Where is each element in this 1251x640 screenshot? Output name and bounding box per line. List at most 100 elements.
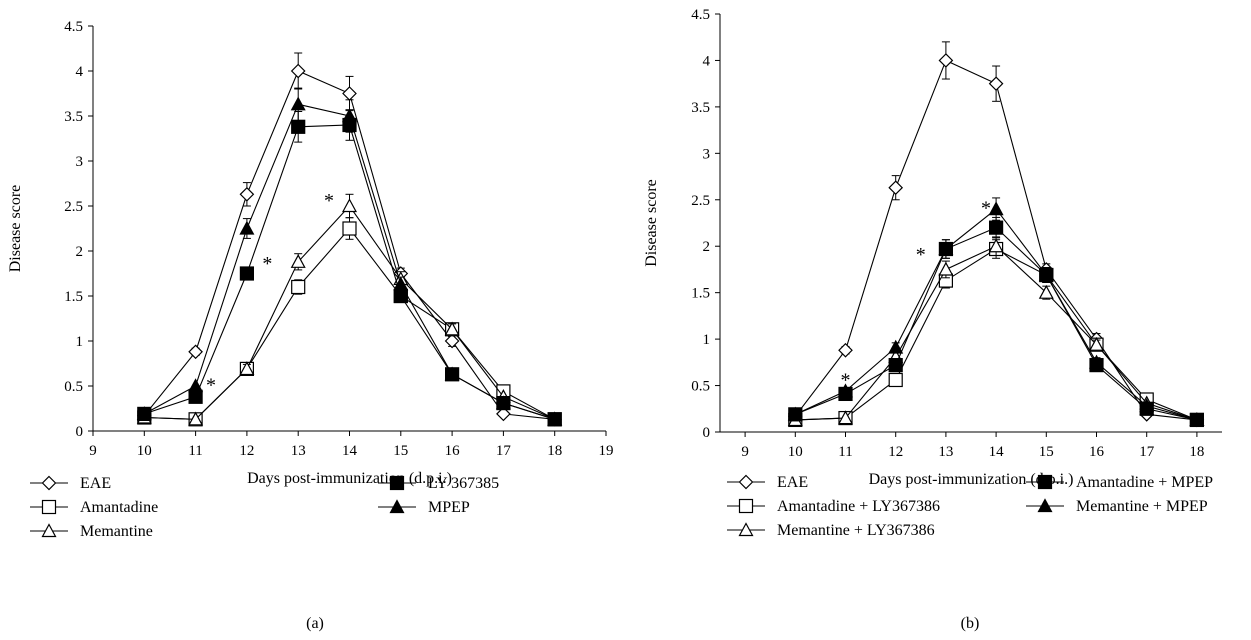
chart-1-series-4-point-shape bbox=[1038, 267, 1054, 282]
chart-0-series-2-point-shape bbox=[239, 361, 255, 376]
chart-1-series-2-point-shape bbox=[938, 261, 954, 276]
chart-0-series-4-point bbox=[188, 378, 204, 393]
chart-1-xtick-label: 18 bbox=[1189, 444, 1204, 460]
chart-0-xtick-label: 19 bbox=[599, 443, 614, 459]
chart-0-series-2-point bbox=[239, 361, 255, 376]
chart-1-significance-star: * bbox=[981, 197, 991, 219]
chart-0-ytick-label: 2.5 bbox=[64, 199, 83, 215]
chart-0-ytick-label: 4 bbox=[76, 64, 84, 80]
chart-0-series-2-point-shape bbox=[444, 321, 460, 336]
chart-1-xtick-label: 11 bbox=[838, 444, 852, 460]
chart-1-legend: EAE Amantadine + LY367386 Memantine + LY36… bbox=[727, 474, 1213, 539]
chart-1-xtick-label: 15 bbox=[1039, 444, 1054, 460]
chart-0-series-4-point bbox=[239, 220, 255, 235]
chart-0-series-4-point bbox=[290, 96, 306, 111]
chart-0-legend-marker bbox=[41, 499, 57, 515]
chart-1-panel-label: (b) bbox=[961, 615, 980, 632]
chart-0-legend-marker-shape bbox=[41, 475, 57, 491]
chart-1-xtick-label: 9 bbox=[741, 444, 749, 460]
chart-0-series-0-point bbox=[239, 186, 255, 202]
chart-0-series-4-point-shape bbox=[136, 406, 152, 421]
chart-1-series-4-point-shape bbox=[1088, 354, 1105, 369]
chart-1-series-2-point-shape bbox=[988, 238, 1004, 253]
chart-0-xtick-label: 16 bbox=[445, 443, 461, 459]
chart-0-legend-marker-shape bbox=[389, 475, 405, 491]
chart-1-series-2-point bbox=[1038, 284, 1054, 299]
chart-0-series-2-point bbox=[341, 198, 358, 213]
chart-1-ytick-label: 0 bbox=[703, 425, 711, 441]
chart-0-series-3-point-shape bbox=[239, 266, 254, 281]
chart-1-series-4-point bbox=[1038, 267, 1054, 282]
chart-1-series-4-point bbox=[1139, 398, 1155, 413]
chart-0-series-4-point-shape bbox=[239, 220, 255, 235]
chart-1-series-0-point bbox=[888, 180, 904, 196]
chart-0-series-0-point bbox=[290, 63, 306, 79]
chart-0-series-0-point-shape bbox=[342, 86, 357, 101]
chart-0-xtick-label: 9 bbox=[89, 443, 97, 459]
chart-1-series-4-point bbox=[1189, 412, 1205, 427]
chart-1-legend-marker bbox=[738, 522, 754, 537]
chart-0-xtick-label: 13 bbox=[291, 443, 306, 459]
chart-1-series-4-point bbox=[1088, 354, 1105, 369]
chart-0-series-0-point bbox=[444, 333, 460, 349]
chart-1-x-axis-label: Days post-immunization (d.p.i.) bbox=[869, 471, 1074, 488]
chart-0-series-3-point-shape bbox=[188, 389, 203, 404]
chart-1-y-axis-label: Disease score bbox=[643, 179, 660, 267]
chart-1-ytick-label: 2 bbox=[703, 239, 711, 255]
chart-1-series-1-point-shape bbox=[888, 372, 903, 388]
chart-1-series-4-point bbox=[888, 339, 904, 354]
chart-0-series-3-point bbox=[291, 119, 306, 134]
chart-0-series-2-point-shape bbox=[188, 411, 204, 426]
chart-0-series-4-point-shape bbox=[495, 395, 511, 410]
chart-1-series-4-point-shape bbox=[938, 241, 954, 256]
chart-1-panel: 0 0.5 1 1.5 2 2.5 3 3.5 4 4.5 9 10 11 12 13 14 15 16 17 18 D… bbox=[643, 7, 1222, 632]
chart-1-series-2-point-shape bbox=[1088, 336, 1105, 351]
chart-0-series-2-point-shape bbox=[290, 254, 306, 268]
chart-0-significance-star: * bbox=[206, 375, 216, 397]
chart-0-legend-label: Amantadine bbox=[80, 499, 158, 516]
chart-1-series-4-point bbox=[837, 383, 854, 398]
chart-1-series-4-point-shape bbox=[988, 201, 1004, 216]
chart-0-legend-marker bbox=[41, 523, 57, 538]
chart-1-series-0-point bbox=[838, 342, 853, 358]
chart-0-series-4-point bbox=[495, 395, 511, 410]
chart-0-y-axis-label: Disease score bbox=[7, 185, 24, 273]
chart-1-legend-marker bbox=[738, 498, 754, 514]
chart-0-legend-marker-shape bbox=[41, 523, 57, 538]
chart-1-series-1-point bbox=[888, 372, 903, 388]
chart-0-legend-label: MPEP bbox=[428, 499, 470, 516]
chart-1-legend-marker bbox=[1037, 474, 1053, 490]
chart-1-series-2-point bbox=[938, 261, 954, 276]
chart-0-series-4-point-shape bbox=[290, 96, 306, 111]
chart-1-ytick-label: 3.5 bbox=[691, 100, 710, 116]
chart-0-series-2-point bbox=[188, 411, 204, 426]
chart-0-series-1-point bbox=[291, 279, 306, 295]
chart-0-ytick-label: 2 bbox=[76, 244, 84, 260]
chart-0-ytick-label: 3.5 bbox=[64, 109, 83, 125]
chart-0-series-4-point-shape bbox=[547, 411, 563, 426]
chart-1-legend-marker-shape bbox=[1037, 474, 1053, 490]
chart-1-series-2-point-shape bbox=[837, 410, 854, 425]
chart-0-legend-label: LY 367385 bbox=[428, 475, 499, 492]
chart-1-series-2-line bbox=[795, 245, 1198, 421]
chart-1-series-3-point bbox=[988, 220, 1004, 235]
chart-0-xtick-label: 10 bbox=[137, 443, 152, 459]
chart-1-legend-marker-shape bbox=[738, 522, 754, 537]
chart-0-series-0-point-shape bbox=[496, 406, 511, 422]
chart-0-series-0-point-shape bbox=[444, 333, 460, 349]
chart-0-series-2-point bbox=[290, 254, 306, 268]
chart-1-xtick-label: 12 bbox=[888, 444, 903, 460]
chart-0-series-4-point-shape bbox=[341, 108, 358, 123]
chart-1-significance-star: * bbox=[916, 244, 926, 266]
chart-0-legend-label: Memantine bbox=[80, 523, 153, 540]
chart-0-significance-star: * bbox=[324, 190, 334, 212]
chart-1-series-2-point bbox=[837, 410, 854, 425]
chart-1-xtick-label: 14 bbox=[989, 444, 1005, 460]
chart-1-xtick-label: 17 bbox=[1139, 444, 1155, 460]
chart-0-series-0-point bbox=[188, 344, 203, 360]
chart-0-series-2-point bbox=[444, 321, 460, 336]
chart-0-xtick-label: 15 bbox=[393, 443, 408, 459]
chart-1-ytick-label: 1.5 bbox=[691, 286, 710, 302]
chart-0-xtick-label: 14 bbox=[342, 443, 358, 459]
